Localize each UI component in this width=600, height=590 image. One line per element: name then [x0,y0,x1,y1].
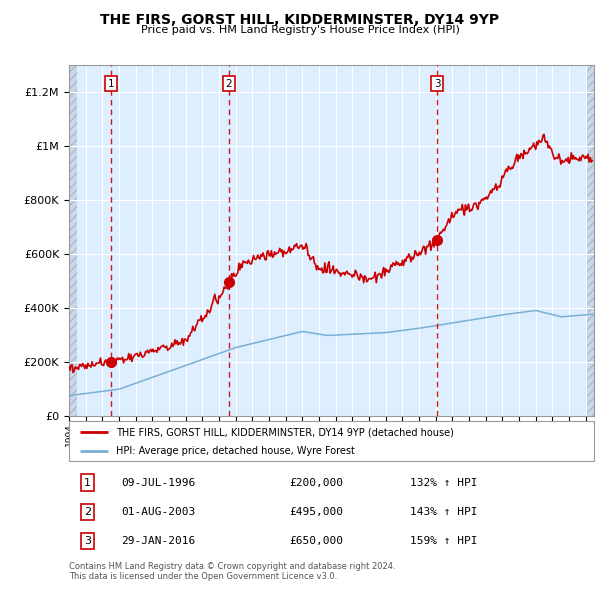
Bar [587,65,595,416]
Text: £650,000: £650,000 [290,536,343,546]
Text: 2: 2 [84,507,91,517]
Text: HPI: Average price, detached house, Wyre Forest: HPI: Average price, detached house, Wyre… [116,445,355,455]
Bar [69,65,77,416]
Text: 132% ↑ HPI: 132% ↑ HPI [410,477,478,487]
Text: 2: 2 [226,79,232,89]
Text: 01-AUG-2003: 01-AUG-2003 [121,507,196,517]
Text: 3: 3 [84,536,91,546]
Text: Price paid vs. HM Land Registry's House Price Index (HPI): Price paid vs. HM Land Registry's House … [140,25,460,35]
Text: 159% ↑ HPI: 159% ↑ HPI [410,536,478,546]
Text: This data is licensed under the Open Government Licence v3.0.: This data is licensed under the Open Gov… [69,572,337,581]
Text: Contains HM Land Registry data © Crown copyright and database right 2024.: Contains HM Land Registry data © Crown c… [69,562,395,571]
Text: 1: 1 [84,477,91,487]
Text: 3: 3 [434,79,440,89]
Text: 09-JUL-1996: 09-JUL-1996 [121,477,196,487]
Text: THE FIRS, GORST HILL, KIDDERMINSTER, DY14 9YP: THE FIRS, GORST HILL, KIDDERMINSTER, DY1… [100,13,500,27]
Text: 29-JAN-2016: 29-JAN-2016 [121,536,196,546]
Text: 143% ↑ HPI: 143% ↑ HPI [410,507,478,517]
Text: £200,000: £200,000 [290,477,343,487]
Text: 1: 1 [107,79,115,89]
Text: THE FIRS, GORST HILL, KIDDERMINSTER, DY14 9YP (detached house): THE FIRS, GORST HILL, KIDDERMINSTER, DY1… [116,427,454,437]
Text: £495,000: £495,000 [290,507,343,517]
